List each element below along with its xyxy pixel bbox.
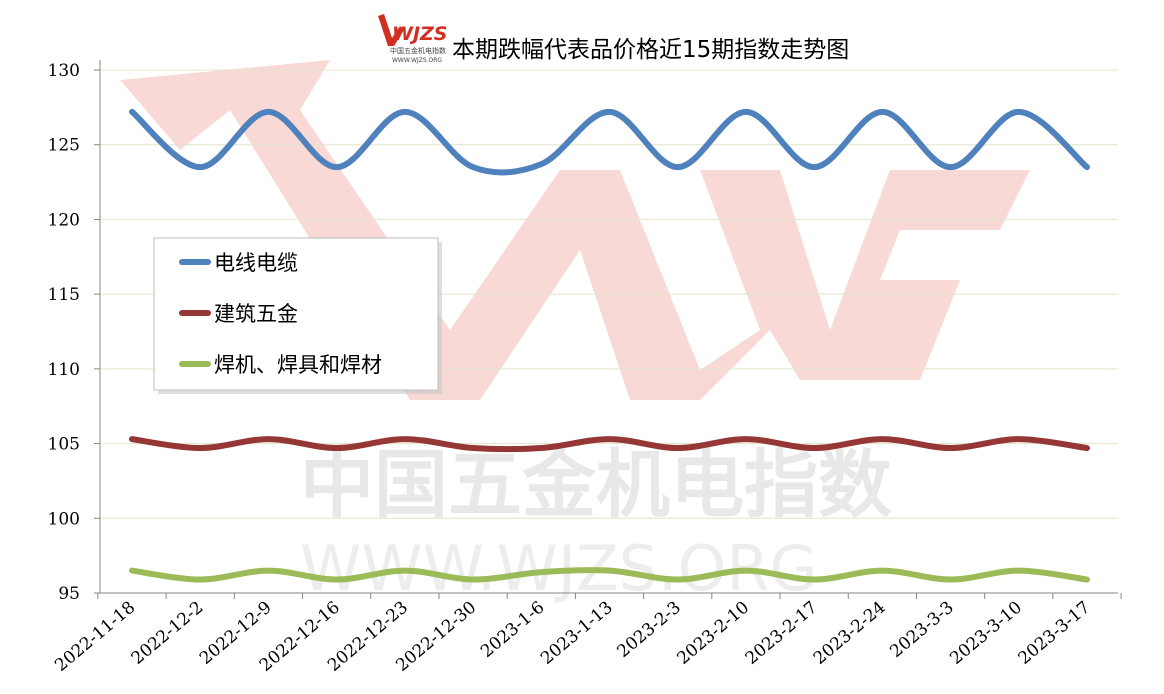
y-tick-label: 100 — [48, 509, 80, 529]
x-tick-label: 2023-2-17 — [742, 598, 822, 669]
logo: WJZS 中国五金机电指数 WWW.WJZS.ORG — [378, 14, 448, 64]
chart-title: 本期跌幅代表品价格近15期指数走势图 — [452, 37, 849, 63]
logo-arrow-icon — [378, 14, 404, 46]
x-axis-ticks: 2022-11-182022-12-22022-12-92022-12-1620… — [51, 593, 1122, 676]
logo-text: WJZS — [392, 23, 448, 45]
x-tick-label: 2022-12-2 — [128, 598, 208, 669]
x-tick-label: 2023-2-24 — [810, 598, 890, 669]
y-tick-label: 125 — [48, 136, 80, 156]
y-axis-ticks: 95 100 105 110 115 120 125 130 — [48, 61, 100, 604]
series-line-1 — [129, 108, 1090, 176]
x-tick-label: 2023-1-13 — [537, 598, 617, 669]
y-tick-label: 120 — [48, 210, 80, 230]
y-tick-label: 115 — [48, 285, 80, 305]
x-tick-label: 2023-3-10 — [946, 598, 1026, 669]
legend-label: 电线电缆 — [214, 251, 298, 275]
y-tick-label: 110 — [48, 360, 80, 380]
watermark-line1: 中国五金机电指数 — [300, 442, 892, 528]
legend-label: 建筑五金 — [214, 302, 298, 326]
title-group: WJZS 中国五金机电指数 WWW.WJZS.ORG 本期跌幅代表品价格近15期… — [378, 14, 849, 64]
series-line-3 — [129, 567, 1090, 583]
x-tick-label: 2023-2-10 — [673, 598, 753, 669]
x-tick-label: 2022-11-18 — [51, 598, 139, 676]
logo-subtitle: 中国五金机电指数 — [390, 46, 446, 55]
y-tick-label: 95 — [58, 584, 80, 604]
series-line-2 — [129, 436, 1090, 453]
logo-url: WWW.WJZS.ORG — [392, 57, 442, 64]
series-lines — [129, 108, 1090, 583]
x-tick-label: 2023-3-17 — [1015, 598, 1095, 669]
grid — [100, 69, 1118, 519]
y-tick-label: 130 — [48, 61, 80, 81]
watermark-arrow — [120, 60, 1030, 400]
legend-label: 焊机、焊具和焊材 — [214, 353, 382, 377]
y-tick-label: 105 — [48, 435, 80, 455]
axes — [99, 60, 1118, 594]
